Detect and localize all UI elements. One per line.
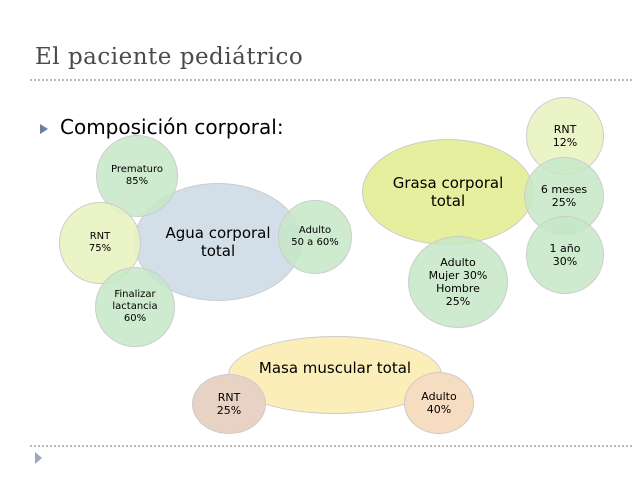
lactancia-value: 60%	[123, 313, 147, 324]
masa-adulto-value: 40%	[426, 403, 452, 416]
grasa-center-line2: total	[430, 192, 466, 210]
masa-rnt-circle: RNT 25%	[192, 374, 266, 434]
bullet-text: Composición corporal:	[60, 115, 284, 139]
masa-rnt-label: RNT	[217, 390, 241, 404]
prematuro-label: Prematuro	[110, 164, 164, 175]
grasa-adulto-hombre: Hombre	[436, 282, 480, 295]
masa-adulto-label: Adulto	[421, 389, 457, 403]
grasa-center-line1: Grasa corporal	[392, 174, 504, 192]
lactancia-line1: Finalizar	[114, 289, 156, 300]
agua-lactancia-circle: Finalizar lactancia 60%	[95, 267, 175, 347]
grasa-adulto-label: Adulto	[440, 255, 476, 269]
bullet-arrow-icon	[40, 124, 48, 134]
agua-rnt-value: 75%	[88, 243, 112, 254]
grasa-adulto-circle: Adulto Mujer 30% Hombre 25%	[408, 236, 508, 328]
slide-title: El paciente pediátrico	[35, 44, 304, 70]
grasa-corporal-circle: Grasa corporal total	[362, 139, 534, 245]
grasa-1ano-circle: 1 año 30%	[526, 216, 604, 294]
masa-rnt-value: 25%	[216, 404, 242, 417]
agua-adulto-circle: Adulto 50 a 60%	[278, 200, 352, 274]
masa-adulto-circle: Adulto 40%	[404, 372, 474, 434]
grasa-adulto-hombre-value: 25%	[445, 295, 471, 309]
agua-rnt-label: RNT	[89, 231, 111, 242]
masa-center-label: Masa muscular total	[258, 359, 412, 377]
grasa-adulto-mujer: Mujer 30%	[428, 268, 488, 282]
prematuro-value: 85%	[125, 176, 149, 187]
grasa-rnt-value: 12%	[552, 136, 578, 149]
grasa-rnt-label: RNT	[553, 122, 577, 136]
agua-adulto-label: Adulto	[298, 225, 332, 236]
seis-meses-value: 25%	[551, 196, 577, 209]
lactancia-line2: lactancia	[112, 301, 158, 312]
footer-divider	[30, 445, 632, 447]
agua-center-line2: total	[200, 242, 236, 260]
seis-meses-label: 6 meses	[540, 182, 588, 196]
title-divider	[30, 79, 632, 81]
agua-adulto-value: 50 a 60%	[291, 237, 339, 248]
un-ano-value: 30%	[552, 255, 578, 268]
un-ano-label: 1 año	[549, 241, 581, 255]
slide-marker-icon	[35, 452, 42, 464]
agua-center-line1: Agua corporal	[165, 224, 271, 242]
